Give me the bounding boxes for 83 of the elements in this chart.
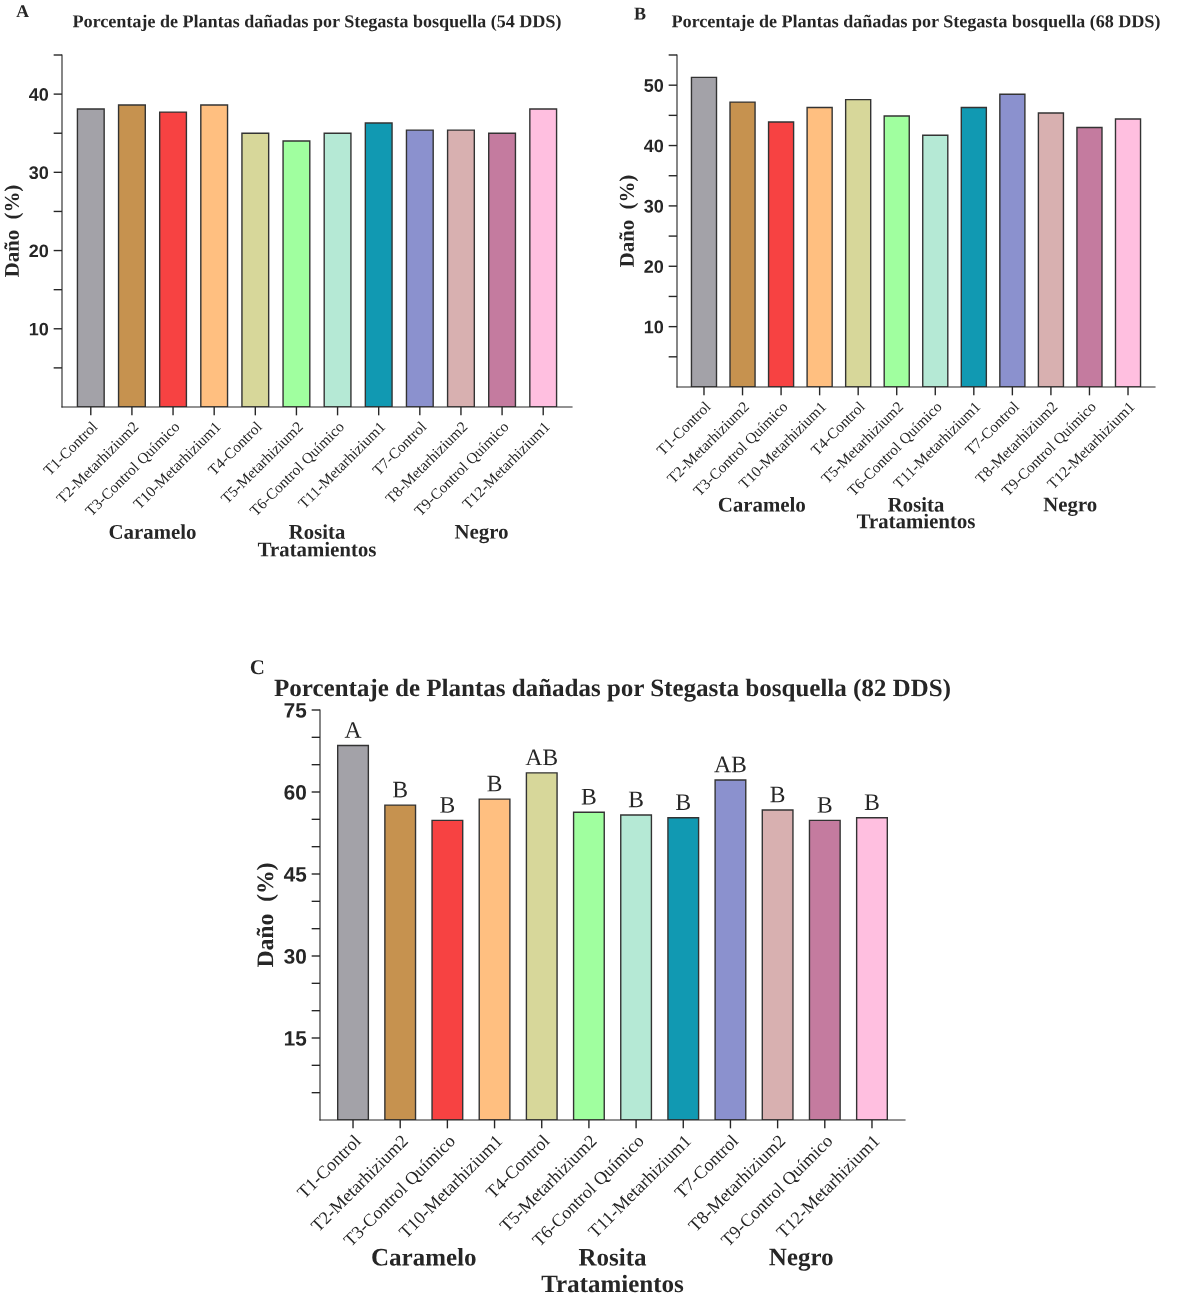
bar: [525, 772, 558, 1120]
bar: [855, 816, 889, 1120]
y-tick-label: 20: [644, 260, 664, 273]
bar: [761, 809, 794, 1120]
bar: [446, 129, 476, 407]
data-label: B: [628, 791, 643, 808]
bar: [922, 134, 949, 387]
bar: [241, 132, 270, 407]
chart-title: Porcentaje de Plantas dañadas por Stegasta bosquella (82 DDS): [274, 678, 950, 702]
data-label: B: [676, 794, 690, 810]
y-axis-title: Daño (%): [256, 863, 279, 968]
chart-title: Porcentaje de Plantas dañadas por Stegasta bosquella (54 DDS): [72, 14, 561, 32]
bar: [960, 106, 988, 387]
bar: [806, 106, 833, 387]
bar: [323, 132, 352, 407]
text: Caramelo: [372, 1248, 476, 1266]
bar: [76, 108, 105, 407]
data-label: B: [864, 794, 879, 810]
data-label: B: [393, 781, 407, 798]
text: Caramelo: [109, 524, 196, 539]
y-tick-label: 10: [644, 320, 664, 334]
y-axis-title: Daño (%): [619, 175, 639, 267]
bar: [620, 814, 653, 1120]
y-tick-label: 30: [644, 199, 664, 213]
data-label: B: [440, 797, 455, 813]
data-label: AB: [714, 756, 746, 773]
data-label: B: [817, 797, 832, 813]
data-label: AB: [525, 749, 557, 766]
text: Rosita: [289, 524, 346, 539]
bar: [478, 798, 511, 1120]
data-label: B: [487, 775, 502, 792]
y-axis-title: Daño (%): [4, 185, 24, 277]
chart-title: Porcentaje de Plantas dañadas por Stegasta bosquella (68 DDS): [671, 14, 1160, 32]
x-axis-title: Tratamientos: [541, 1274, 684, 1293]
y-tick-label: 30: [284, 949, 306, 964]
bar: [488, 132, 517, 407]
bar: [844, 98, 872, 387]
bar: [729, 101, 756, 387]
bar: [1114, 118, 1142, 387]
bar: [572, 811, 605, 1120]
y-tick-label: 15: [284, 1031, 307, 1046]
x-axis-title: Tratamientos: [856, 513, 975, 529]
y-tick-label: 20: [29, 244, 49, 258]
bar: [667, 816, 700, 1120]
bar: [282, 140, 311, 407]
text: C: [250, 660, 264, 675]
bar: [117, 104, 146, 407]
bar: [336, 744, 370, 1120]
y-tick-label: 45: [283, 867, 307, 882]
bar: [158, 111, 188, 407]
bar: [1037, 112, 1065, 387]
bar: [200, 104, 229, 407]
text: Rosita: [888, 497, 945, 512]
bar: [431, 819, 464, 1120]
bar: [767, 121, 795, 387]
bar: [999, 93, 1026, 387]
y-tick-label: 75: [284, 703, 307, 718]
bar: [364, 122, 393, 407]
y-tick-label: 50: [644, 79, 664, 92]
y-tick-label: 30: [29, 166, 49, 180]
text: Negro: [769, 1248, 833, 1271]
bar: [883, 115, 910, 387]
text: A: [16, 5, 30, 18]
bar: [529, 108, 558, 407]
y-tick-label: 40: [29, 88, 49, 101]
bar: [690, 76, 718, 387]
text: Rosita: [578, 1248, 647, 1266]
data-label: B: [581, 788, 596, 805]
data-label: B: [770, 786, 785, 803]
bar: [714, 779, 747, 1120]
text: Negro: [1043, 497, 1097, 516]
y-tick-label: 10: [29, 322, 49, 336]
text: Negro: [454, 524, 508, 544]
data-label: A: [344, 722, 362, 738]
bar: [384, 804, 417, 1120]
y-tick-label: 60: [284, 785, 306, 800]
x-axis-title: Tratamientos: [257, 541, 376, 557]
text: B: [634, 7, 646, 20]
bar: [405, 129, 434, 407]
bar: [1076, 126, 1103, 387]
text: Caramelo: [718, 497, 805, 512]
bar: [808, 819, 841, 1120]
y-tick-label: 40: [644, 139, 664, 153]
